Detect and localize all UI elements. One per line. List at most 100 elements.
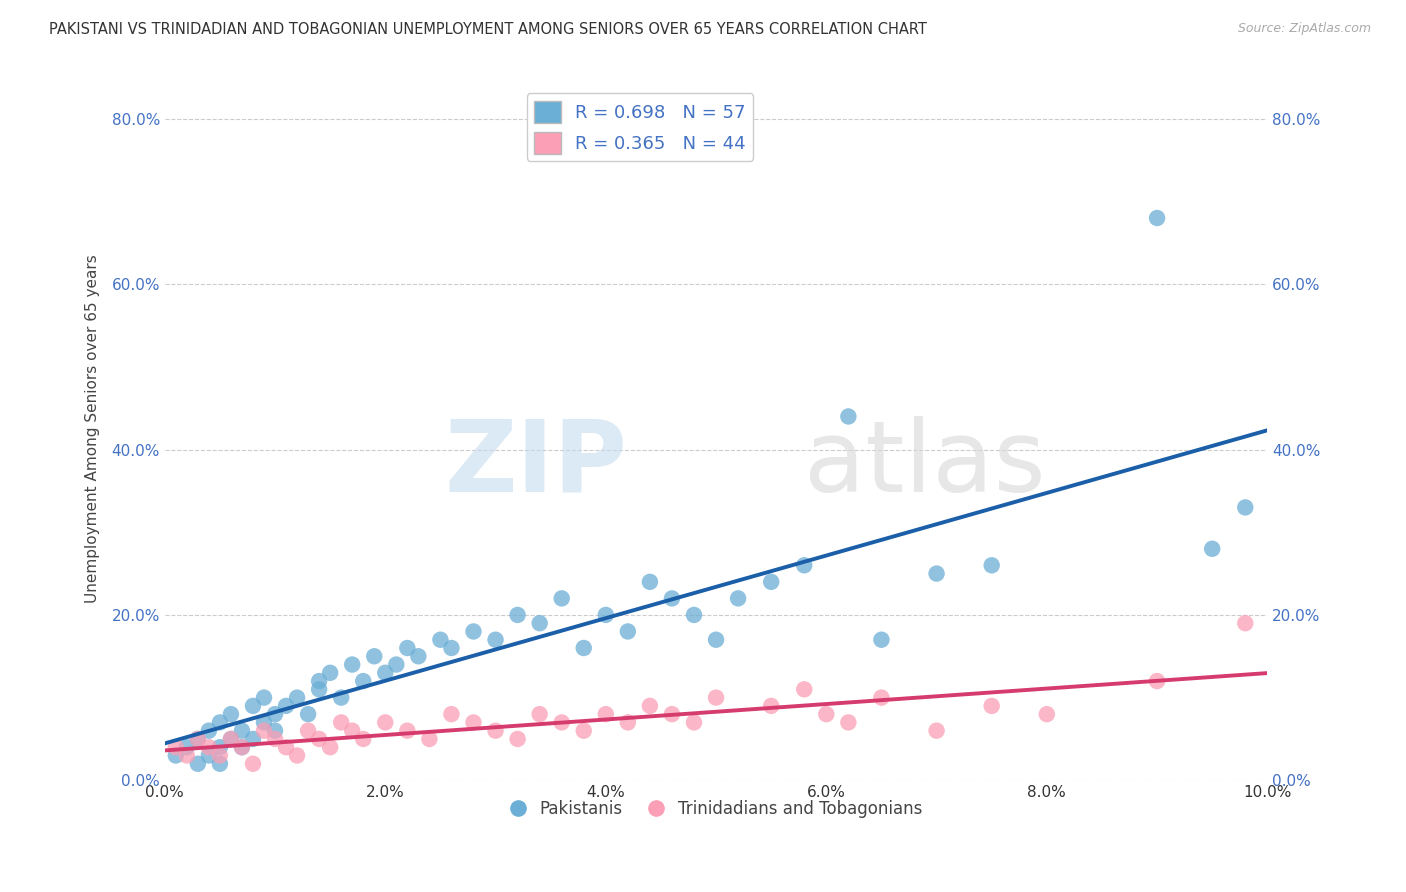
- Point: [187, 756, 209, 771]
- Point: [342, 723, 364, 738]
- Point: [264, 707, 287, 722]
- Point: [408, 649, 430, 664]
- Point: [165, 740, 187, 755]
- Point: [529, 616, 551, 631]
- Point: [285, 690, 308, 705]
- Point: [595, 707, 617, 722]
- Point: [440, 640, 463, 655]
- Point: [198, 748, 221, 763]
- Point: [264, 731, 287, 746]
- Point: [980, 558, 1002, 573]
- Point: [980, 698, 1002, 713]
- Point: [529, 707, 551, 722]
- Point: [793, 558, 815, 573]
- Point: [1201, 541, 1223, 556]
- Point: [219, 731, 242, 746]
- Point: [870, 632, 893, 647]
- Point: [208, 748, 231, 763]
- Point: [463, 715, 485, 730]
- Point: [925, 566, 948, 581]
- Point: [330, 715, 353, 730]
- Point: [342, 657, 364, 672]
- Point: [242, 756, 264, 771]
- Point: [308, 674, 330, 689]
- Point: [285, 748, 308, 763]
- Point: [440, 707, 463, 722]
- Point: [264, 723, 287, 738]
- Point: [242, 731, 264, 746]
- Point: [925, 723, 948, 738]
- Point: [297, 723, 319, 738]
- Point: [661, 591, 683, 606]
- Point: [208, 715, 231, 730]
- Point: [793, 682, 815, 697]
- Point: [308, 682, 330, 697]
- Text: ZIP: ZIP: [444, 416, 628, 513]
- Point: [253, 690, 276, 705]
- Point: [506, 607, 529, 622]
- Legend: Pakistanis, Trinidadians and Tobagonians: Pakistanis, Trinidadians and Tobagonians: [503, 793, 929, 825]
- Text: PAKISTANI VS TRINIDADIAN AND TOBAGONIAN UNEMPLOYMENT AMONG SENIORS OVER 65 YEARS: PAKISTANI VS TRINIDADIAN AND TOBAGONIAN …: [49, 22, 927, 37]
- Point: [429, 632, 451, 647]
- Point: [815, 707, 838, 722]
- Point: [253, 715, 276, 730]
- Point: [484, 632, 506, 647]
- Point: [308, 731, 330, 746]
- Y-axis label: Unemployment Among Seniors over 65 years: Unemployment Among Seniors over 65 years: [86, 254, 100, 603]
- Point: [208, 740, 231, 755]
- Point: [187, 731, 209, 746]
- Point: [704, 632, 727, 647]
- Point: [837, 715, 859, 730]
- Point: [572, 640, 595, 655]
- Point: [176, 740, 198, 755]
- Point: [617, 715, 640, 730]
- Point: [550, 591, 572, 606]
- Point: [385, 657, 408, 672]
- Point: [727, 591, 749, 606]
- Text: Source: ZipAtlas.com: Source: ZipAtlas.com: [1237, 22, 1371, 36]
- Point: [187, 731, 209, 746]
- Point: [683, 715, 706, 730]
- Point: [661, 707, 683, 722]
- Point: [253, 723, 276, 738]
- Point: [231, 740, 253, 755]
- Point: [374, 715, 396, 730]
- Point: [231, 723, 253, 738]
- Point: [1234, 616, 1257, 631]
- Point: [274, 740, 297, 755]
- Point: [198, 723, 221, 738]
- Point: [242, 698, 264, 713]
- Point: [396, 640, 419, 655]
- Point: [1146, 211, 1168, 225]
- Point: [463, 624, 485, 639]
- Point: [617, 624, 640, 639]
- Point: [352, 731, 374, 746]
- Point: [418, 731, 440, 746]
- Point: [595, 607, 617, 622]
- Point: [176, 748, 198, 763]
- Point: [219, 731, 242, 746]
- Point: [330, 690, 353, 705]
- Point: [363, 649, 385, 664]
- Point: [1036, 707, 1059, 722]
- Point: [550, 715, 572, 730]
- Point: [683, 607, 706, 622]
- Point: [506, 731, 529, 746]
- Point: [198, 740, 221, 755]
- Point: [638, 698, 661, 713]
- Point: [484, 723, 506, 738]
- Point: [274, 698, 297, 713]
- Point: [704, 690, 727, 705]
- Point: [870, 690, 893, 705]
- Point: [374, 665, 396, 680]
- Point: [1146, 674, 1168, 689]
- Point: [219, 707, 242, 722]
- Point: [759, 698, 782, 713]
- Point: [352, 674, 374, 689]
- Point: [638, 574, 661, 589]
- Point: [396, 723, 419, 738]
- Point: [759, 574, 782, 589]
- Point: [208, 756, 231, 771]
- Point: [231, 740, 253, 755]
- Point: [572, 723, 595, 738]
